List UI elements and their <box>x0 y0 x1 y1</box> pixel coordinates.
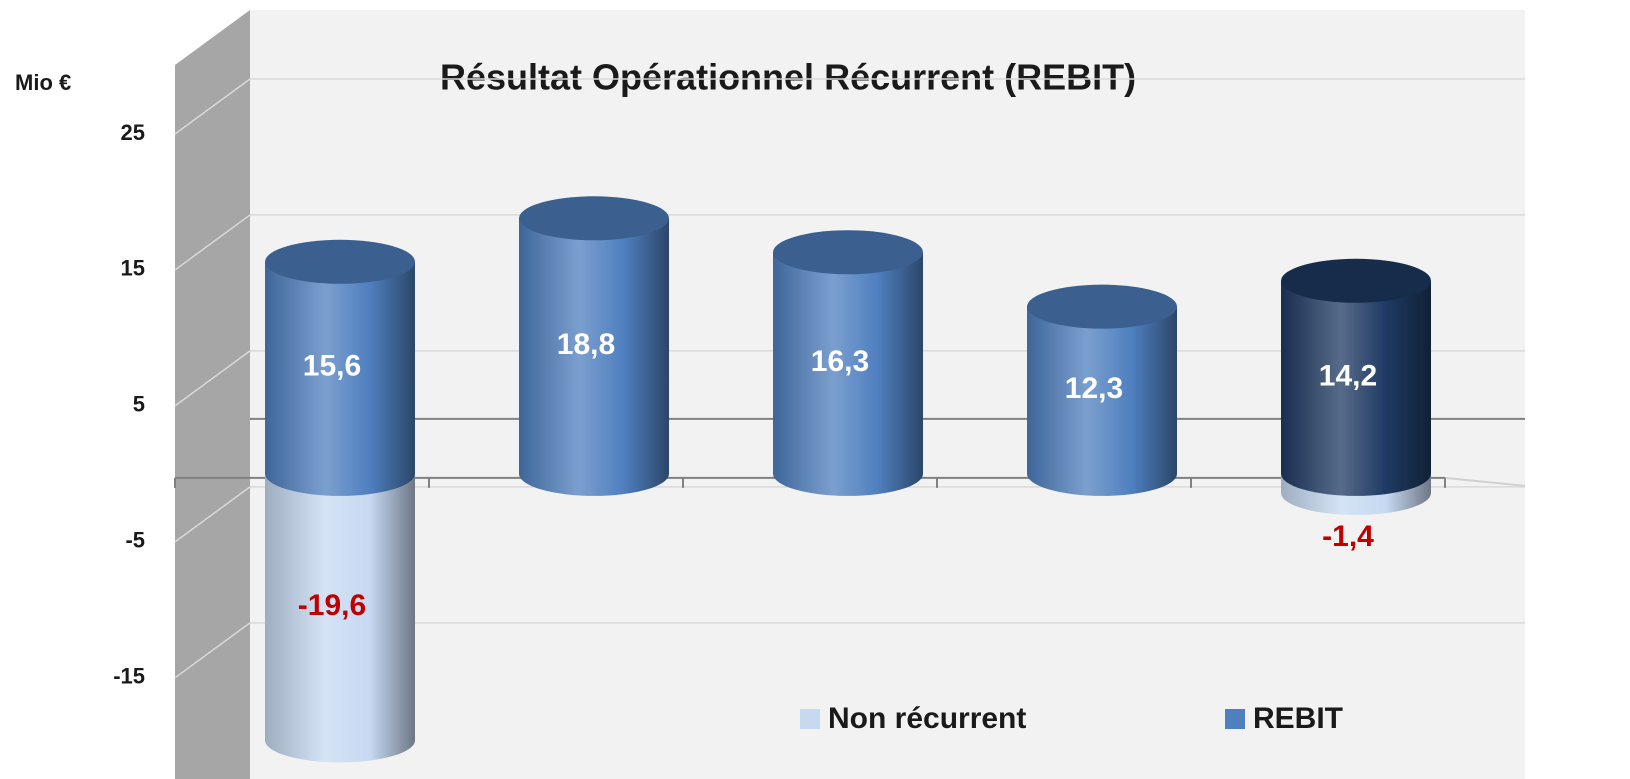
data-label: 12,3 <box>1065 372 1123 405</box>
y-axis-label: Mio € <box>15 70 71 95</box>
grid-line <box>174 78 251 135</box>
cylinder-top <box>265 239 415 284</box>
data-label: -1,4 <box>1322 520 1374 553</box>
data-label: 16,3 <box>811 345 869 378</box>
data-label: 15,6 <box>303 350 361 383</box>
data-label: 14,2 <box>1319 359 1377 392</box>
grid-line <box>174 214 251 271</box>
y-tick-label: 5 <box>133 392 145 417</box>
legend-label: Non récurrent <box>828 702 1026 735</box>
legend-swatch <box>1225 709 1245 729</box>
grid-line <box>174 486 251 543</box>
zero-floor-edge <box>1444 476 1526 487</box>
cylinder-top <box>773 230 923 275</box>
legend-swatch <box>800 709 820 729</box>
y-tick-label: 15 <box>121 256 145 281</box>
bar <box>773 252 923 474</box>
bar <box>1027 306 1177 474</box>
side-wall <box>175 10 250 779</box>
cylinder-top <box>1281 258 1431 303</box>
cylinder-top <box>1027 284 1177 329</box>
data-label: -19,6 <box>298 589 366 622</box>
bar <box>1281 280 1431 474</box>
bar <box>519 218 669 474</box>
y-tick-label: -15 <box>113 664 145 689</box>
grid-line <box>174 350 251 407</box>
chart-title: Résultat Opérationnel Récurrent (REBIT) <box>440 57 1136 98</box>
bar <box>265 261 415 474</box>
legend-label: REBIT <box>1253 702 1343 735</box>
y-tick-label: 25 <box>121 120 145 145</box>
cylinder-top <box>519 196 669 241</box>
y-tick-label: -5 <box>125 528 145 553</box>
grid-line <box>174 622 251 679</box>
data-label: 18,8 <box>557 328 615 361</box>
bar <box>265 473 415 741</box>
